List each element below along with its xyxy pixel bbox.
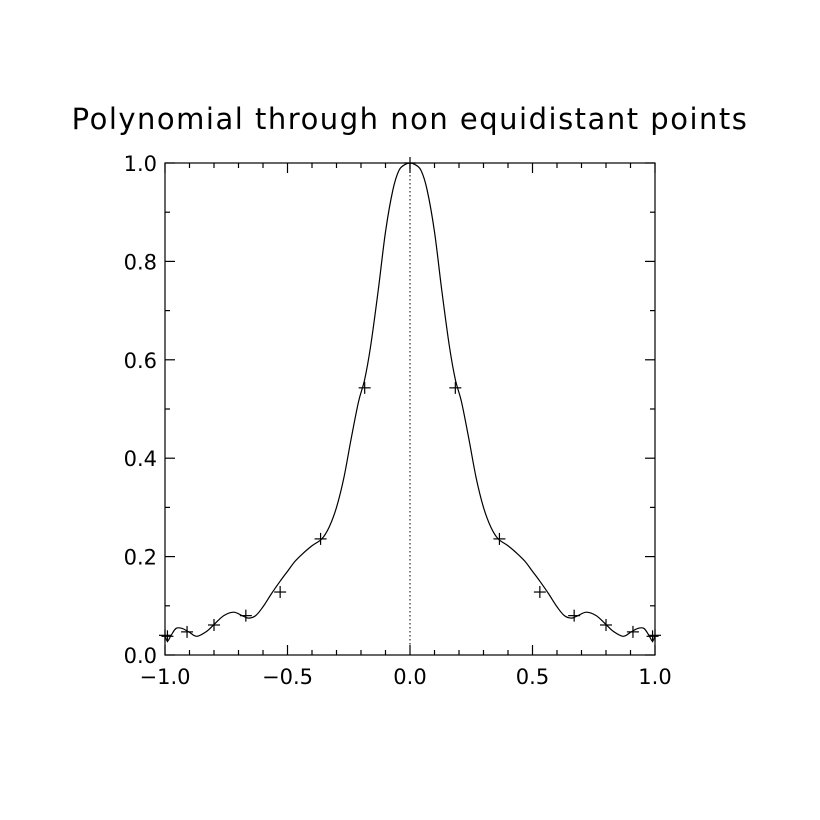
x-tick-label: 0.5 [516, 665, 549, 689]
point-marker [208, 618, 220, 631]
y-tick-label: 0.0 [124, 644, 157, 668]
y-tick-label: 1.0 [124, 152, 157, 176]
point-marker [568, 609, 581, 622]
polynomial-curve [164, 162, 656, 642]
plot-frame [164, 162, 656, 656]
x-tick-label: −1.0 [140, 665, 191, 689]
chart-title: Polynomial through non equidistant point… [72, 102, 749, 136]
x-tick-label: 1.0 [638, 665, 671, 689]
x-tick-label: 0.0 [393, 665, 426, 689]
y-tick-label: 0.8 [124, 250, 157, 274]
x-tick-label: −0.5 [262, 665, 313, 689]
tick-marks [164, 162, 656, 656]
y-tick-label: 0.2 [124, 546, 157, 570]
point-marker [493, 532, 506, 545]
point-marker [646, 630, 659, 643]
y-tick-label: 0.6 [124, 349, 157, 373]
x-tick-labels: −1.0 −0.5 0.0 0.5 1.0 [140, 665, 672, 689]
point-marker [533, 586, 546, 599]
y-tick-labels: 0.0 0.2 0.4 0.6 0.8 1.0 [124, 152, 157, 668]
point-marker [626, 625, 639, 638]
point-marker [274, 586, 287, 599]
point-marker [161, 630, 174, 643]
point-marker [314, 532, 327, 545]
point-marker [181, 625, 194, 638]
y-tick-label: 0.4 [124, 447, 157, 471]
point-marker [600, 618, 612, 631]
point-marker [449, 381, 462, 394]
point-marker [358, 381, 371, 394]
point-marker [239, 609, 252, 622]
